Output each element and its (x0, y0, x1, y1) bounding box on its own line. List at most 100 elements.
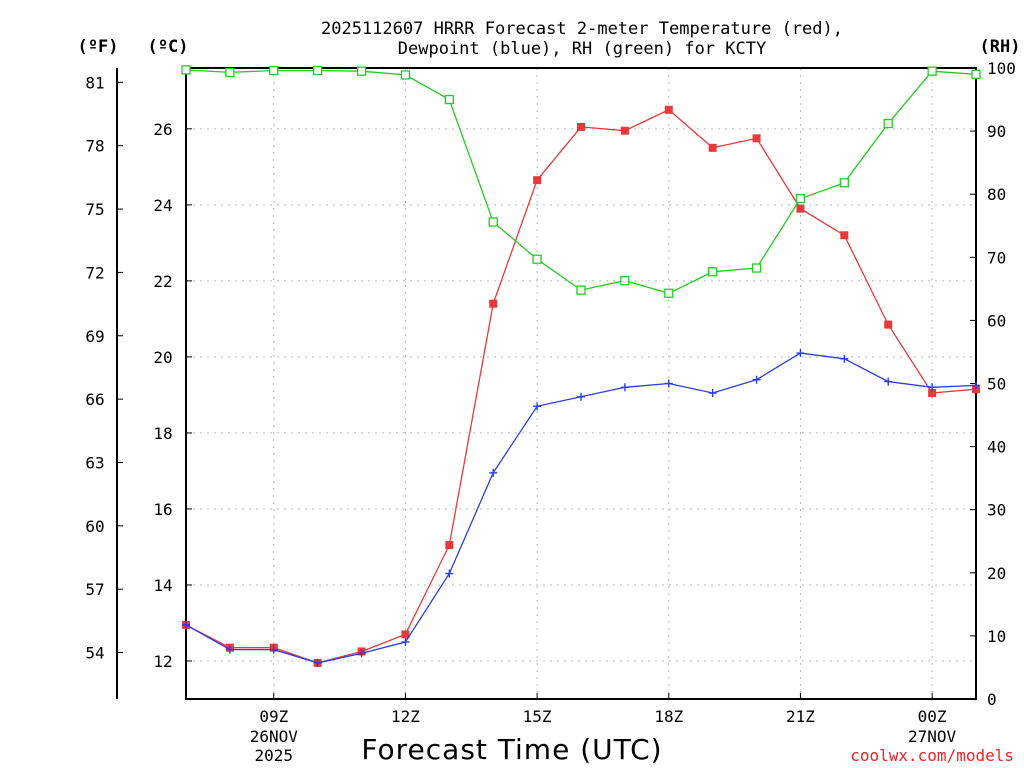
x-tick-label: 09Z (259, 707, 288, 726)
data-point (182, 620, 190, 629)
data-point (489, 299, 498, 308)
rh-tick-label: 60 (987, 311, 1006, 330)
data-point (400, 70, 411, 80)
x-tick-date: 27NOV (908, 727, 957, 746)
series-layer (181, 65, 981, 667)
data-point (225, 645, 234, 654)
data-point (708, 389, 717, 398)
data-point (181, 65, 191, 75)
data-point (928, 383, 937, 392)
data-point (577, 122, 585, 131)
celsius-axis: 12 14 16 18 20 22 24 26 (153, 120, 192, 671)
celsius-tick-label: 20 (153, 348, 172, 367)
data-point (445, 541, 454, 550)
data-point (576, 285, 586, 295)
celsius-tick-label: 16 (153, 500, 172, 519)
data-point (488, 217, 498, 227)
fahrenheit-tick-label: 81 (85, 73, 104, 92)
data-point (796, 349, 805, 358)
celsius-tick-label: 22 (153, 272, 172, 291)
rh-tick-label: 10 (987, 627, 1006, 646)
data-point (927, 66, 937, 76)
celsius-unit-label: (ºC) (148, 37, 189, 57)
data-point (840, 231, 849, 240)
data-point (972, 381, 980, 390)
data-point (269, 645, 278, 654)
series-2-meter-temperature (182, 105, 980, 667)
data-point (444, 94, 454, 105)
series-line (185, 109, 977, 664)
rh-tick-label: 80 (987, 185, 1006, 204)
data-point (708, 143, 717, 152)
celsius-tick-label: 14 (153, 576, 172, 595)
data-point (839, 178, 849, 188)
data-point (751, 263, 762, 273)
rh-tick-label: 90 (987, 122, 1006, 141)
data-point (708, 267, 718, 277)
data-point (884, 377, 893, 386)
chart-title-line2: Dewpoint (blue), RH (green) for KCTY (398, 39, 766, 59)
x-tick-label: 12Z (391, 707, 420, 726)
rh-tick-label: 50 (987, 375, 1006, 394)
data-point (445, 569, 454, 578)
fahrenheit-tick-label: 69 (85, 327, 104, 346)
data-point (532, 254, 542, 264)
grid-lines (186, 68, 976, 699)
rh-unit-label: (RH) (980, 37, 1021, 57)
fahrenheit-tick-label: 57 (85, 580, 104, 599)
rh-tick-label: 100 (987, 59, 1016, 78)
x-tick-label: 21Z (786, 707, 815, 726)
fahrenheit-tick-label: 72 (85, 263, 104, 282)
series-line (185, 69, 977, 294)
data-point (883, 118, 893, 129)
plot-frame (185, 67, 977, 700)
x-axis-label: Forecast Time (UTC) (361, 733, 662, 766)
fahrenheit-tick-label: 75 (85, 200, 104, 219)
rh-tick-label: 30 (987, 501, 1006, 520)
rh-tick-label: 0 (987, 690, 997, 709)
x-tick-year: 2025 (255, 746, 294, 765)
data-point (313, 658, 322, 667)
fahrenheit-tick-label: 60 (85, 517, 104, 536)
x-tick-label: 15Z (523, 707, 552, 726)
series-rh (181, 65, 981, 298)
data-point (577, 392, 585, 401)
data-point (664, 105, 673, 114)
data-point (840, 354, 849, 363)
fahrenheit-unit-label: (ºF) (78, 37, 119, 57)
data-point (533, 176, 542, 185)
data-point (752, 134, 761, 143)
celsius-tick-label: 26 (153, 120, 172, 139)
data-point (489, 468, 498, 477)
chart-title-line1: 2025112607 HRRR Forecast 2-meter Tempera… (321, 19, 843, 39)
fahrenheit-axis: 54 57 60 63 66 69 72 75 78 81 (85, 73, 123, 663)
data-point (664, 379, 673, 388)
data-point (620, 383, 629, 392)
data-point (796, 204, 805, 213)
data-point (401, 637, 410, 646)
data-point (269, 65, 279, 76)
data-point (401, 630, 410, 639)
credit-text: coolwx.com/models (850, 746, 1014, 765)
series-dewpoint (182, 349, 980, 667)
data-point (928, 389, 937, 398)
celsius-tick-label: 24 (153, 196, 172, 215)
rh-tick-label: 20 (987, 564, 1006, 583)
data-point (752, 375, 761, 384)
x-tick-date: 26NOV (250, 727, 299, 746)
data-point (620, 275, 630, 286)
fahrenheit-tick-label: 54 (85, 644, 104, 663)
data-point (884, 320, 893, 329)
fahrenheit-tick-label: 63 (85, 453, 104, 472)
fahrenheit-tick-label: 66 (85, 390, 104, 409)
x-tick-label: 00Z (918, 707, 947, 726)
celsius-tick-label: 18 (153, 424, 172, 443)
data-point (357, 649, 366, 658)
data-point (620, 126, 629, 135)
data-point (795, 193, 806, 204)
fahrenheit-tick-label: 78 (85, 137, 104, 156)
data-point (664, 288, 674, 298)
data-point (356, 66, 367, 76)
